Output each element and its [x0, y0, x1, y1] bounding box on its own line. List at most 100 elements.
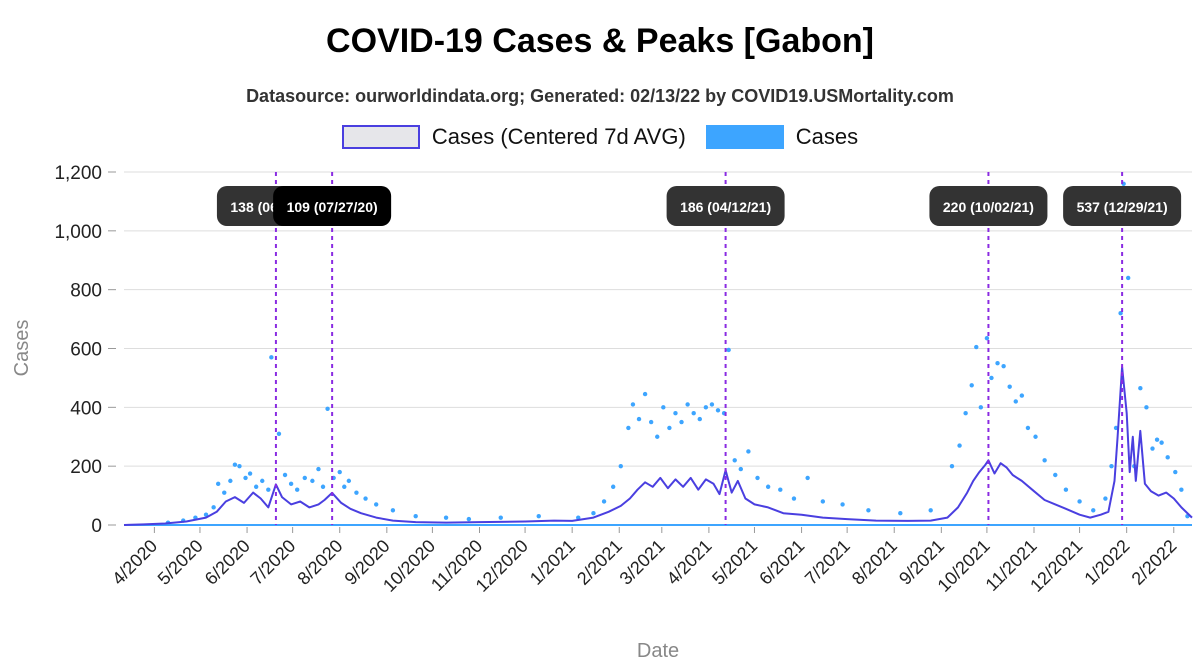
cases-points	[165, 181, 1190, 525]
case-point	[232, 462, 238, 467]
x-axis: 4/20205/20206/20207/20208/20209/202010/2…	[108, 524, 1192, 596]
case-point	[667, 425, 672, 431]
case-point	[413, 513, 418, 519]
case-point	[755, 475, 760, 481]
case-point	[1063, 487, 1069, 492]
case-point	[342, 484, 347, 489]
case-point	[1179, 487, 1184, 492]
avg-series-line	[123, 366, 1193, 526]
y-axis: 0 200 400 600 800 1,000 1,200	[54, 163, 116, 537]
case-point	[466, 516, 472, 522]
x-tick-label: 6/2020	[201, 536, 254, 589]
case-point	[320, 484, 326, 489]
y-tick-label: 600	[70, 340, 102, 361]
case-point	[738, 466, 743, 472]
case-point	[685, 402, 690, 407]
legend-item-avg[interactable]: Cases (Centered 7d AVG)	[341, 124, 686, 150]
case-point	[648, 419, 654, 425]
case-point	[805, 475, 810, 481]
case-point	[1109, 463, 1114, 469]
x-tick-label: 1/2021	[526, 536, 579, 589]
case-point	[222, 490, 227, 495]
y-tick-label: 200	[70, 457, 102, 478]
case-point	[1091, 508, 1096, 513]
case-point	[630, 402, 636, 407]
case-point	[302, 475, 307, 481]
y-tick-label: 1,000	[54, 222, 102, 243]
case-point	[269, 355, 274, 360]
y-tick-label: 400	[70, 398, 102, 419]
case-point	[703, 405, 709, 410]
case-point	[984, 336, 990, 341]
case-point	[949, 463, 955, 469]
case-point	[610, 484, 616, 489]
case-point	[709, 402, 715, 407]
case-point	[957, 443, 962, 448]
case-point	[746, 449, 751, 454]
case-point	[247, 471, 253, 476]
case-point	[211, 505, 216, 510]
case-point	[237, 463, 242, 469]
case-point	[1077, 499, 1082, 504]
peak-label-box	[929, 186, 1048, 226]
case-point	[1144, 405, 1149, 410]
case-point	[316, 466, 321, 472]
case-point	[1165, 455, 1170, 460]
y-tick-label: 1,200	[54, 163, 102, 184]
x-tick-label: 8/2021	[848, 536, 901, 589]
case-point	[337, 469, 342, 475]
x-tick-label: 5/2021	[708, 536, 761, 589]
case-point	[282, 472, 288, 478]
legend-label-cases: Cases	[795, 124, 859, 149]
case-point	[1013, 399, 1018, 404]
peak-label: 109 (07/27/20)	[287, 199, 378, 215]
case-point	[1154, 437, 1160, 442]
peaks: 138 (06/20/20)109 (07/27/20)186 (04/12/2…	[216, 172, 1182, 525]
x-tick-label: 2/2022	[1128, 536, 1181, 589]
case-point	[363, 496, 368, 501]
case-point	[1118, 311, 1123, 316]
x-tick-label: 5/2020	[154, 536, 207, 589]
case-point	[576, 515, 581, 520]
x-tick-label: 4/2020	[108, 536, 161, 589]
legend-item-cases[interactable]: Cases	[705, 124, 859, 150]
case-point	[989, 375, 994, 381]
case-point	[626, 425, 631, 431]
case-point	[373, 502, 379, 507]
case-point	[963, 411, 968, 416]
x-tick-label: 3/2021	[616, 536, 669, 589]
x-tick-label: 1/2022	[1080, 536, 1133, 589]
x-tick-label: 7/2021	[801, 536, 854, 589]
case-point	[288, 481, 294, 487]
case-point	[820, 499, 826, 504]
case-point	[243, 475, 248, 481]
case-point	[591, 511, 596, 516]
case-point	[1125, 275, 1131, 281]
case-point	[1053, 472, 1058, 478]
peak-label-box	[273, 186, 392, 226]
legend-swatch-avg	[341, 125, 420, 149]
case-point	[618, 463, 623, 469]
case-point	[310, 478, 315, 484]
chart-subtitle: Datasource: ourworldindata.org; Generate…	[246, 86, 954, 106]
case-point	[661, 405, 666, 410]
peak-label-box	[1063, 186, 1182, 226]
case-point	[498, 515, 503, 520]
case-point	[536, 513, 541, 519]
case-point	[715, 408, 721, 413]
legend: Cases (Centered 7d AVG) Cases	[0, 124, 1200, 150]
case-point	[294, 487, 300, 492]
case-point	[928, 508, 933, 513]
x-tick-label: 8/2020	[293, 536, 346, 589]
case-point	[228, 478, 233, 484]
case-point	[443, 515, 449, 520]
legend-label-avg: Cases (Centered 7d AVG)	[431, 124, 686, 149]
case-point	[655, 434, 660, 439]
case-point	[726, 347, 731, 353]
peak-label: 186 (04/12/21)	[680, 199, 771, 215]
case-point	[346, 478, 352, 484]
chart-title: COVID-19 Cases & Peaks [Gabon]	[326, 22, 874, 60]
case-point	[974, 344, 979, 350]
case-point	[866, 508, 871, 513]
case-point	[969, 383, 974, 388]
